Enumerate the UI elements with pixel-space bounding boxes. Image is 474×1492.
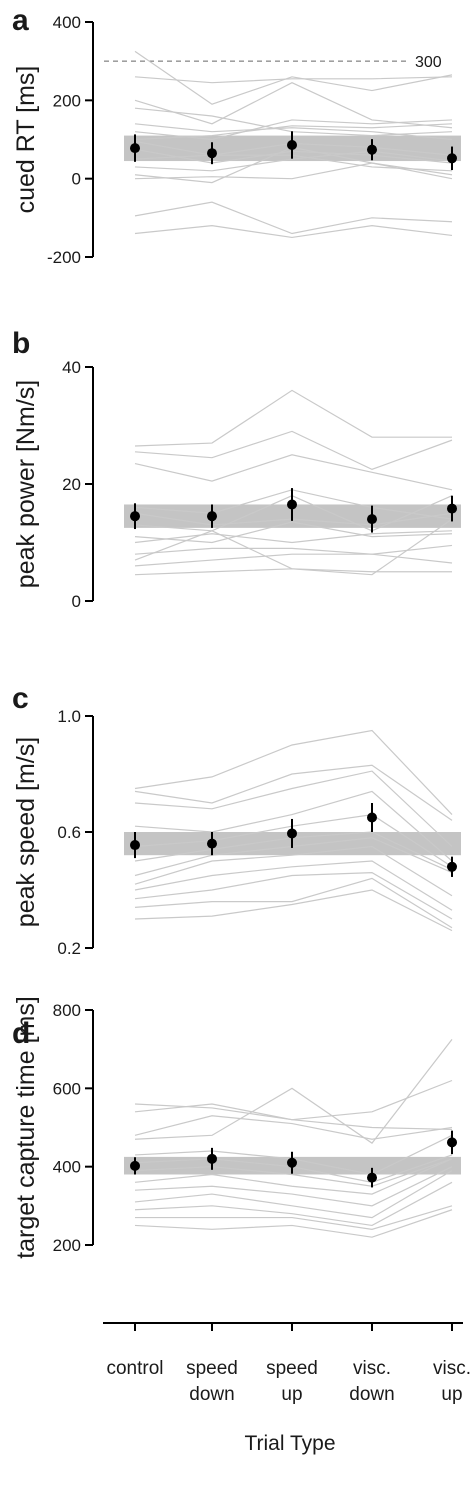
subject-line <box>134 454 453 491</box>
x-tick-label: down <box>349 1384 394 1405</box>
subject-line <box>134 1158 453 1187</box>
y-axis-label: target capture time [ms] <box>12 996 40 1259</box>
y-tick-label: 600 <box>53 1079 81 1098</box>
subject-line <box>134 544 453 555</box>
mean-point <box>287 139 297 150</box>
subject-line <box>134 1166 453 1207</box>
mean-point <box>367 812 377 823</box>
subject-line <box>134 430 453 471</box>
subject-line <box>134 1209 453 1238</box>
y-tick-label: 400 <box>53 13 81 32</box>
subject-line <box>134 790 453 862</box>
panel-letter: a <box>12 4 29 37</box>
reference-line-label: 300 <box>415 54 442 71</box>
subject-line <box>134 871 453 920</box>
y-tick-label: 0.2 <box>57 939 81 958</box>
subject-line <box>134 860 453 911</box>
subject-line <box>134 553 453 567</box>
subject-line <box>134 123 453 141</box>
mean-point <box>287 828 297 839</box>
mean-point <box>130 840 140 851</box>
mean-point <box>447 503 457 514</box>
y-axis-label: peak power [Nm/s] <box>12 380 40 588</box>
y-tick-label: 20 <box>62 475 81 494</box>
mean-point <box>207 838 217 849</box>
mean-point <box>367 1172 377 1183</box>
y-tick-label: 200 <box>53 91 81 110</box>
mean-point <box>130 1160 140 1171</box>
subject-line <box>134 877 453 929</box>
y-axis-label: peak speed [m/s] <box>12 737 40 927</box>
x-tick-label: control <box>106 1358 163 1379</box>
y-tick-label: 40 <box>62 358 81 377</box>
subject-line <box>134 770 453 847</box>
subject-line <box>134 389 452 447</box>
subject-line <box>134 225 453 239</box>
x-tick-label: up <box>441 1384 462 1405</box>
subject-line <box>134 1039 453 1144</box>
mean-point <box>447 861 457 872</box>
panel-letter: d <box>12 1017 30 1050</box>
x-axis-label: Trial Type <box>244 1432 335 1455</box>
subject-line <box>134 889 453 932</box>
subject-line <box>134 530 453 544</box>
mean-point <box>367 144 377 155</box>
x-tick-label: visc. <box>353 1358 391 1379</box>
subject-line <box>134 50 453 105</box>
panel-letter: c <box>12 682 29 715</box>
panel-d: d 800 600 400 200 target capture time [ms] <box>12 996 461 1259</box>
x-axis-group: control speed down speed up visc. down visc. up T… <box>103 1322 471 1455</box>
subject-line <box>134 76 453 84</box>
panel-b: b 40 20 0 peak power [Nm/s] <box>12 327 461 611</box>
mean-point <box>207 148 217 159</box>
subject-line <box>134 123 453 141</box>
y-axis-label: cued RT [ms] <box>12 66 40 214</box>
subject-line <box>134 1158 453 1195</box>
subject-line <box>134 729 453 816</box>
mean-point <box>367 514 377 525</box>
subject-line <box>135 1205 453 1230</box>
subject-line <box>134 568 452 576</box>
subject-line <box>134 845 453 897</box>
mean-point <box>447 153 457 164</box>
x-tick-label: visc. <box>433 1358 471 1379</box>
y-tick-label: -200 <box>47 248 81 267</box>
x-tick-label: down <box>189 1384 234 1405</box>
x-tick-label: speed <box>266 1358 318 1379</box>
x-tick-label: up <box>281 1384 302 1405</box>
subject-line <box>134 1115 453 1140</box>
mean-point <box>207 1153 217 1164</box>
subject-line <box>134 82 453 129</box>
subject-line <box>134 150 453 172</box>
mean-point <box>447 1137 457 1148</box>
y-tick-label: 0.6 <box>57 823 81 842</box>
x-tick-label: speed <box>186 1358 238 1379</box>
subject-line <box>134 764 453 821</box>
y-tick-label: 800 <box>53 1001 81 1020</box>
mean-point <box>287 1157 297 1168</box>
mean-point <box>207 511 217 522</box>
mean-point <box>130 143 140 154</box>
subject-line <box>134 1170 453 1219</box>
y-tick-label: 0 <box>72 592 81 611</box>
y-tick-label: 200 <box>53 1236 81 1255</box>
panel-letter: b <box>12 327 30 360</box>
subject-line <box>134 162 453 180</box>
panel-a: a 300 400 200 0 -200 cued RT [ms] <box>12 4 461 267</box>
subject-line <box>134 1103 453 1131</box>
y-tick-label: 0 <box>72 170 81 189</box>
y-tick-label: 1.0 <box>57 707 81 726</box>
mean-point <box>287 499 297 510</box>
subject-line <box>134 1181 453 1227</box>
panel-c: c 1.0 0.6 0.2 peak speed [m/s] <box>12 682 461 958</box>
y-tick-label: 400 <box>53 1158 81 1177</box>
subject-line <box>134 201 453 235</box>
mean-point <box>130 511 140 522</box>
